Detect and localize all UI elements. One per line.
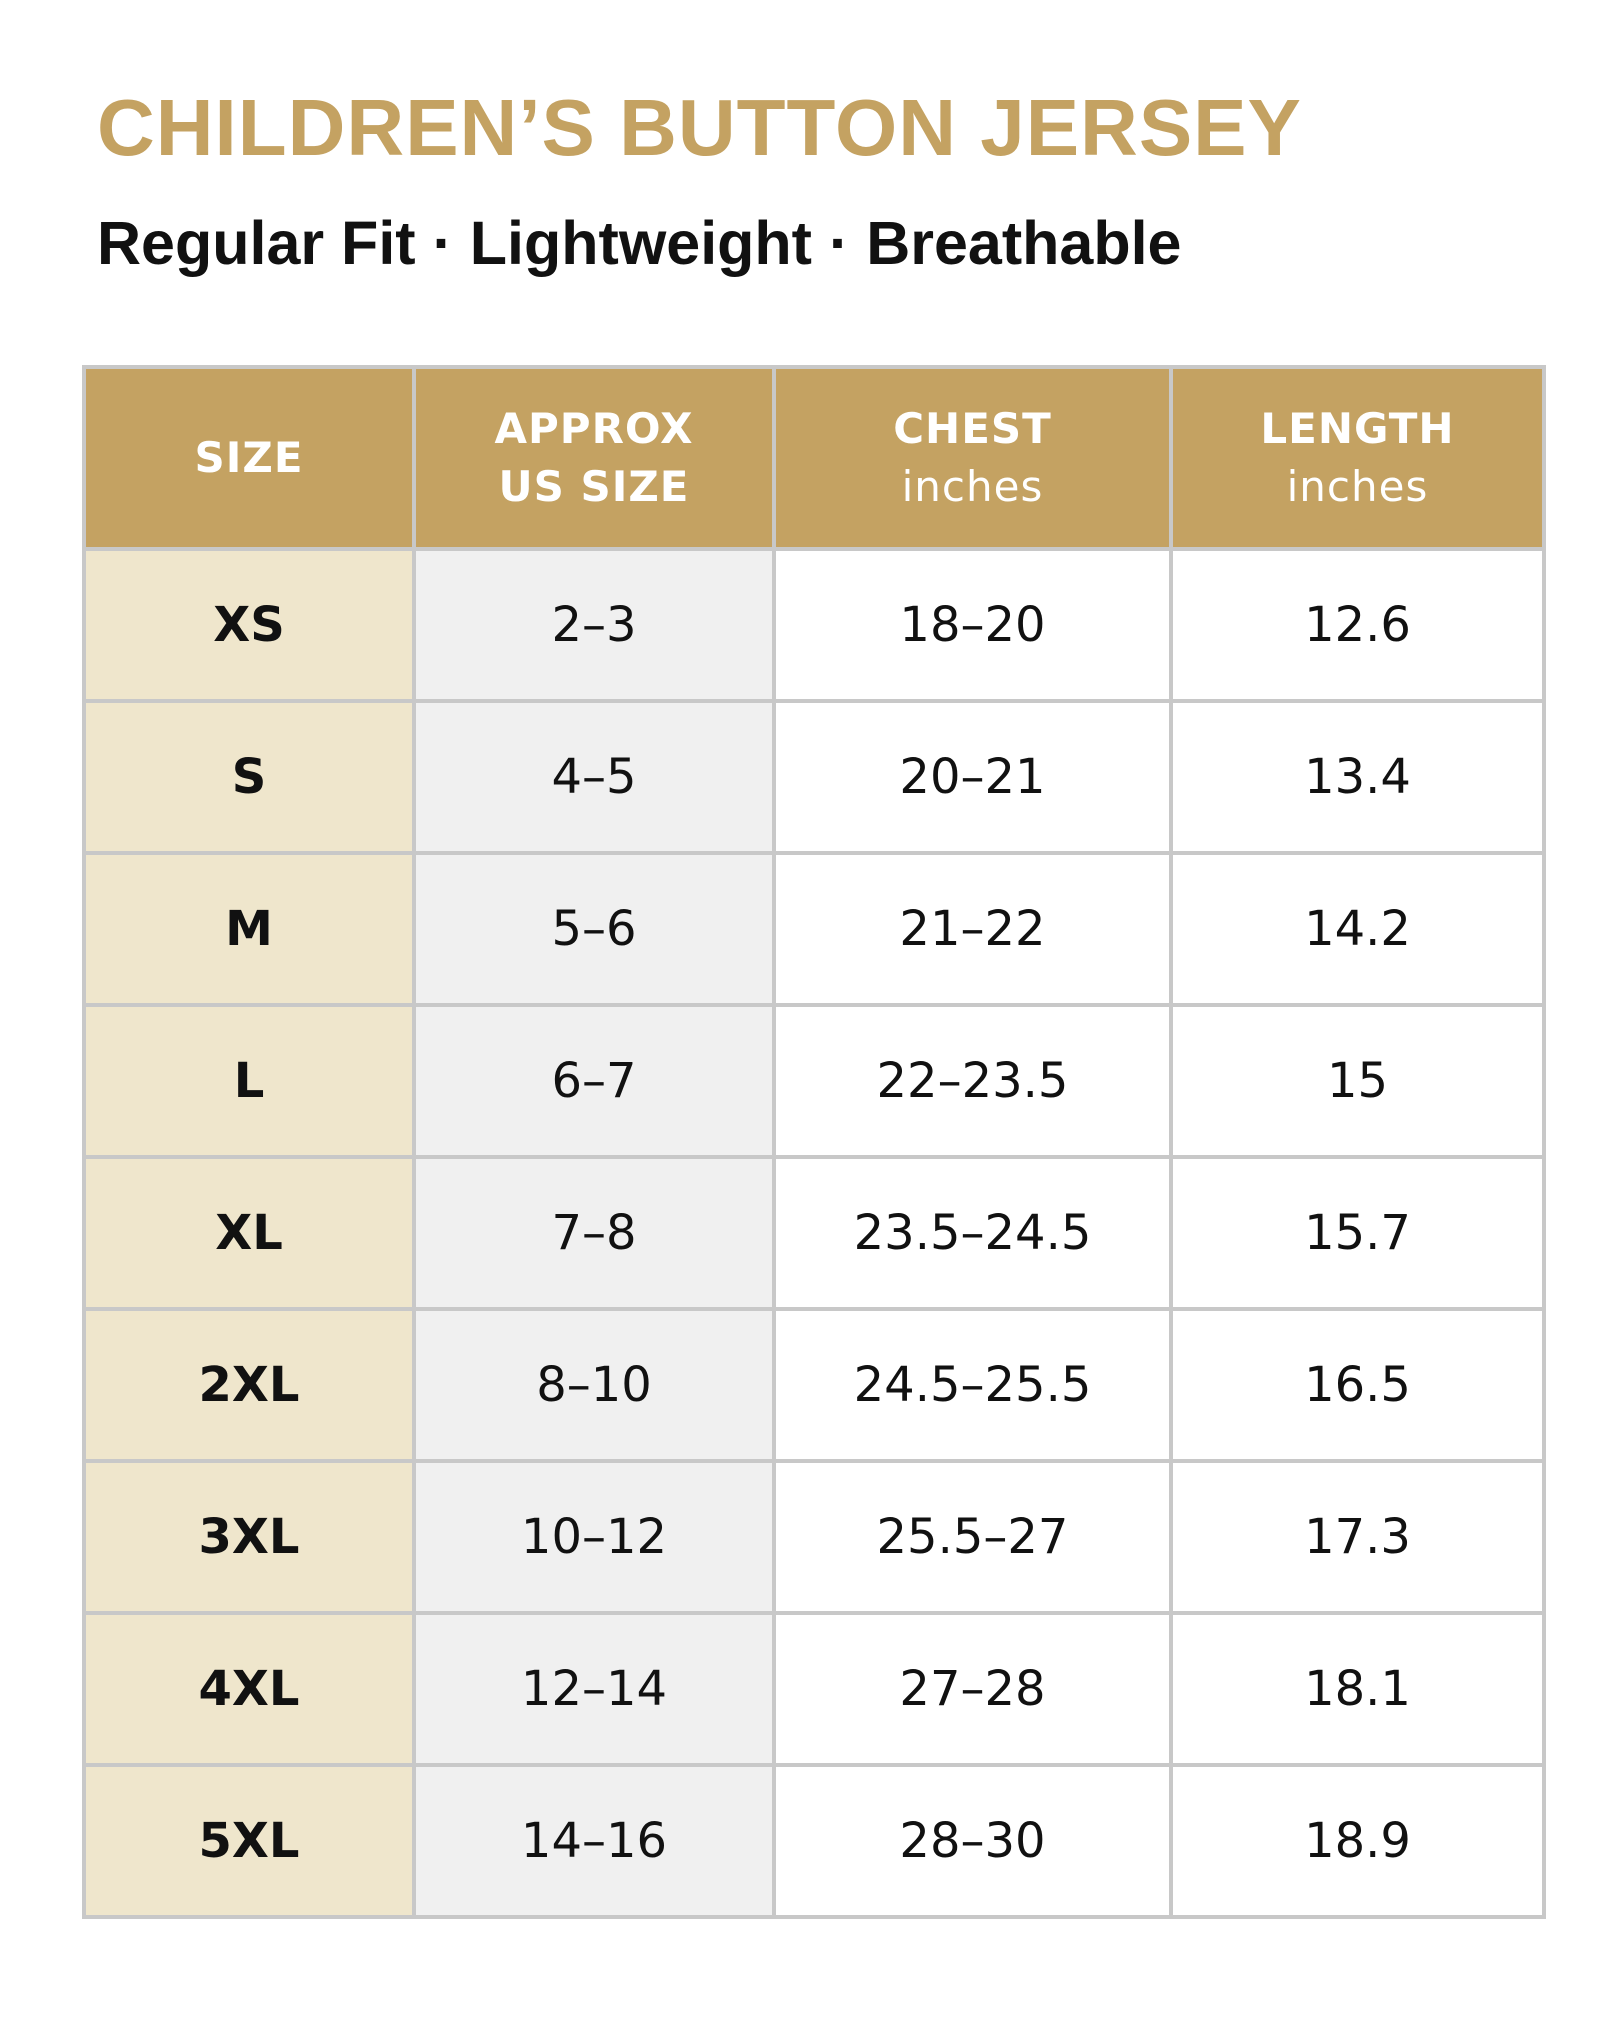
table-cell: 10–12 (412, 1459, 776, 1615)
header-text: SIZE (194, 433, 304, 482)
header-row: SIZE APPROX US SIZE CHEST inches LENGTH inches (82, 365, 1546, 551)
size-table: SIZE APPROX US SIZE CHEST inches LENGTH inches… (82, 365, 1546, 1919)
table-cell: 15 (1169, 1003, 1546, 1159)
table-cell: 6–7 (412, 1003, 776, 1159)
table-cell: 14–16 (412, 1763, 776, 1919)
table-cell: 4–5 (412, 699, 776, 855)
header-text: US SIZE (498, 462, 690, 511)
table-row: 4XL 12–14 27–28 18.1 (82, 1611, 1546, 1767)
table-cell: 16.5 (1169, 1307, 1546, 1463)
table-cell: 18–20 (772, 547, 1173, 703)
table-row: XL 7–8 23.5–24.5 15.7 (82, 1155, 1546, 1311)
table-cell: 24.5–25.5 (772, 1307, 1173, 1463)
table-cell: 2XL (82, 1307, 416, 1463)
table-cell: 2–3 (412, 547, 776, 703)
subtitle: Regular Fit · Lightweight · Breathable (97, 209, 1182, 277)
table-cell: 8–10 (412, 1307, 776, 1463)
table-cell: XL (82, 1155, 416, 1311)
column-header: LENGTH inches (1169, 365, 1546, 551)
table-row: 5XL 14–16 28–30 18.9 (82, 1763, 1546, 1919)
header-text: APPROX (494, 404, 694, 453)
header-unit: inches (901, 462, 1044, 511)
table-row: 3XL 10–12 25.5–27 17.3 (82, 1459, 1546, 1615)
header-text: LENGTH (1260, 404, 1455, 453)
table-row: XS 2–3 18–20 12.6 (82, 547, 1546, 703)
table-cell: 28–30 (772, 1763, 1173, 1919)
table-cell: 4XL (82, 1611, 416, 1767)
table-cell: 20–21 (772, 699, 1173, 855)
table-cell: 7–8 (412, 1155, 776, 1311)
header-unit: inches (1286, 462, 1429, 511)
table-cell: M (82, 851, 416, 1007)
column-header: CHEST inches (772, 365, 1173, 551)
header-text: CHEST (893, 404, 1052, 453)
column-header: APPROX US SIZE (412, 365, 776, 551)
table-cell: 21–22 (772, 851, 1173, 1007)
table-cell: 5–6 (412, 851, 776, 1007)
table-cell: L (82, 1003, 416, 1159)
table-cell: 5XL (82, 1763, 416, 1919)
table-cell: 18.9 (1169, 1763, 1546, 1919)
table-cell: S (82, 699, 416, 855)
table-cell: 18.1 (1169, 1611, 1546, 1767)
table-row: L 6–7 22–23.5 15 (82, 1003, 1546, 1159)
table-row: M 5–6 21–22 14.2 (82, 851, 1546, 1007)
table-row: S 4–5 20–21 13.4 (82, 699, 1546, 855)
table-cell: 12–14 (412, 1611, 776, 1767)
table-cell: 23.5–24.5 (772, 1155, 1173, 1311)
table-cell: 17.3 (1169, 1459, 1546, 1615)
table-row: 2XL 8–10 24.5–25.5 16.5 (82, 1307, 1546, 1463)
title: CHILDREN’S BUTTON JERSEY (97, 83, 1302, 172)
table-cell: XS (82, 547, 416, 703)
table-cell: 15.7 (1169, 1155, 1546, 1311)
table-cell: 25.5–27 (772, 1459, 1173, 1615)
column-header: SIZE (82, 365, 416, 551)
table-cell: 12.6 (1169, 547, 1546, 703)
table-cell: 27–28 (772, 1611, 1173, 1767)
table-cell: 3XL (82, 1459, 416, 1615)
table-cell: 22–23.5 (772, 1003, 1173, 1159)
table-cell: 14.2 (1169, 851, 1546, 1007)
table-cell: 13.4 (1169, 699, 1546, 855)
table-body: XS 2–3 18–20 12.6 S 4–5 20–21 13.4 M 5–6 21–22 14.2… (82, 547, 1546, 1919)
